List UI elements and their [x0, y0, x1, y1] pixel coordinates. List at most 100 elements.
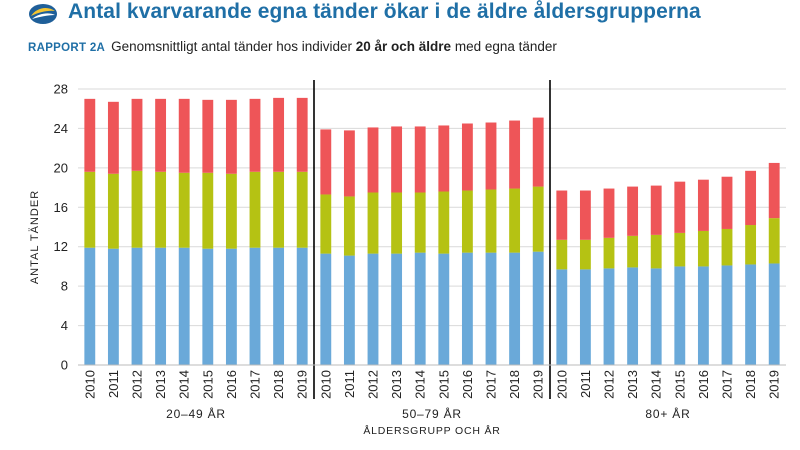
- bar-segment-bottom: [579, 269, 591, 365]
- x-tick-label: 2013: [389, 370, 404, 399]
- x-axis-label: ÅLDERSGRUPP OCH ÅR: [363, 424, 500, 437]
- x-tick-label: 2012: [366, 370, 381, 399]
- bar-segment-top: [343, 130, 355, 197]
- bar-segment-middle: [296, 171, 308, 248]
- bar-segment-middle: [461, 190, 473, 253]
- bar-segment-bottom: [273, 247, 285, 365]
- x-tick-label: 2017: [248, 370, 263, 399]
- subtitle-text-post: med egna tänder: [451, 39, 557, 54]
- group-label: 20–49 ÅR: [166, 406, 226, 421]
- bar-segment-top: [674, 181, 686, 233]
- bar-segment-top: [485, 122, 497, 190]
- x-tick-label: 2019: [295, 370, 310, 399]
- bar-segment-top: [84, 98, 96, 172]
- bar-segment-bottom: [697, 266, 709, 365]
- x-tick-label: 2018: [271, 370, 286, 399]
- bar-segment-top: [249, 98, 261, 172]
- bar-segment-top: [225, 99, 237, 174]
- bar-segment-bottom: [768, 263, 780, 365]
- bar-segment-bottom: [391, 253, 403, 365]
- bar-segment-top: [556, 190, 568, 240]
- bar-segment-middle: [343, 196, 355, 256]
- bar-segment-top: [391, 126, 403, 193]
- bar-segment-top: [414, 126, 426, 193]
- x-tick-label: 2014: [177, 370, 192, 399]
- x-tick-label: 2017: [720, 370, 735, 399]
- y-tick-label: 12: [54, 239, 68, 254]
- bar-segment-middle: [627, 235, 639, 268]
- y-tick-label: 8: [61, 279, 68, 294]
- group-label: 50–79 ÅR: [402, 406, 462, 421]
- bar-segment-middle: [131, 170, 143, 248]
- y-tick-label: 0: [61, 358, 68, 373]
- bar-segment-middle: [509, 188, 521, 253]
- bar-segment-top: [320, 129, 332, 195]
- bar-segment-middle: [84, 171, 96, 248]
- bar-segment-middle: [674, 232, 686, 267]
- x-tick-label: 2017: [484, 370, 499, 399]
- subtitle-text-bold: 20 år och äldre: [355, 39, 452, 54]
- bar-segment-middle: [320, 194, 332, 254]
- bar-segment-bottom: [414, 252, 426, 365]
- y-tick-label: 28: [54, 82, 68, 97]
- y-tick-label: 24: [54, 121, 68, 136]
- bar-segment-bottom: [367, 253, 379, 365]
- bar-segment-top: [131, 98, 143, 171]
- bar-segment-top: [721, 176, 733, 229]
- x-tick-label: 2012: [130, 370, 145, 399]
- logo-icon: [29, 4, 57, 24]
- bar-segment-middle: [414, 192, 426, 253]
- bar-segment-bottom: [131, 247, 143, 365]
- bar-segment-top: [627, 186, 639, 236]
- bar-segment-top: [273, 97, 285, 172]
- bar-segment-top: [202, 99, 214, 173]
- y-tick-label: 4: [61, 318, 68, 333]
- bar-segment-top: [745, 170, 757, 226]
- bar-segment-middle: [579, 239, 591, 270]
- bar-segment-top: [650, 185, 662, 235]
- x-tick-label: 2015: [200, 370, 215, 399]
- bar-segment-bottom: [296, 247, 308, 365]
- bar-segment-middle: [721, 228, 733, 266]
- chart-subtitle: RAPPORT 2A Genomsnittligt antal tänder ho…: [28, 39, 557, 54]
- bar-segment-middle: [367, 192, 379, 254]
- bar-segment-top: [155, 98, 167, 172]
- x-tick-label: 2016: [224, 370, 239, 399]
- subtitle-text-pre: Genomsnittligt antal tänder hos individe…: [111, 39, 356, 54]
- x-tick-label: 2015: [672, 370, 687, 399]
- x-tick-label: 2019: [531, 370, 546, 399]
- bar-segment-bottom: [225, 248, 237, 365]
- bar-segment-bottom: [532, 251, 544, 365]
- x-tick-label: 2016: [460, 370, 475, 399]
- bar-segment-bottom: [249, 247, 261, 365]
- bar-segment-top: [768, 162, 780, 219]
- bar-segment-top: [178, 98, 190, 173]
- bar-segment-middle: [603, 237, 615, 269]
- bar-segment-top: [579, 190, 591, 240]
- x-tick-label: 2010: [554, 370, 569, 399]
- bar-segment-bottom: [320, 253, 332, 365]
- bar-segment-bottom: [721, 265, 733, 365]
- bar-segment-middle: [249, 171, 261, 248]
- bar-segment-middle: [745, 225, 757, 265]
- bar-segment-bottom: [603, 268, 615, 365]
- x-tick-label: 2013: [625, 370, 640, 399]
- bar-segment-middle: [107, 173, 119, 249]
- x-tick-label: 2014: [413, 370, 428, 399]
- x-tick-label: 2011: [578, 370, 593, 398]
- y-tick-label: 20: [54, 160, 68, 175]
- bar-segment-top: [532, 117, 544, 187]
- bar-segment-bottom: [84, 247, 96, 365]
- bar-segment-middle: [650, 234, 662, 269]
- y-tick-label: 16: [54, 200, 68, 215]
- x-tick-label: 2010: [318, 370, 333, 399]
- x-tick-label: 2010: [82, 370, 97, 399]
- bar-segment-bottom: [178, 247, 190, 365]
- x-tick-label: 2018: [743, 370, 758, 399]
- bar-segment-middle: [556, 239, 568, 270]
- bar-segment-middle: [697, 230, 709, 267]
- x-tick-label: 2011: [106, 370, 121, 398]
- bar-segment-bottom: [461, 252, 473, 365]
- bar-segment-top: [509, 120, 521, 189]
